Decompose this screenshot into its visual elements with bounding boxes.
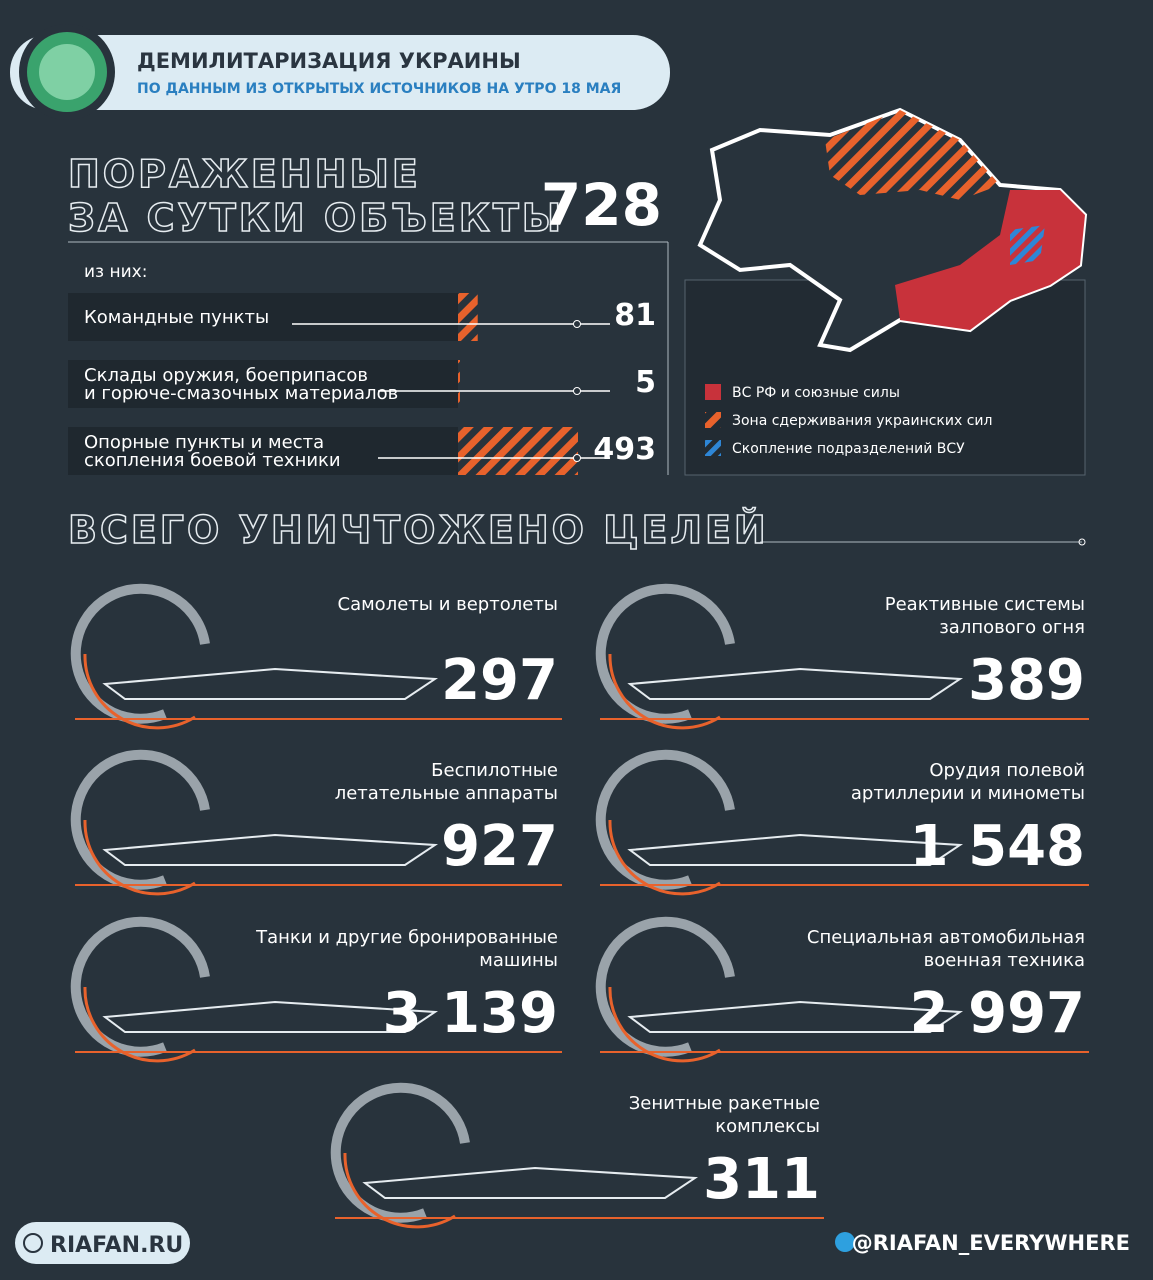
row-box xyxy=(68,427,458,475)
vehicle-silhouette xyxy=(627,667,964,700)
header-title: ДЕМИЛИТАРИЗАЦИЯ УКРАИНЫ xyxy=(137,49,521,73)
item-label: комплексы xyxy=(715,1116,820,1137)
telegram-icon xyxy=(835,1232,855,1252)
header-subtitle: ПО ДАННЫМ ИЗ ОТКРЫТЫХ ИСТОЧНИКОВ НА УТРО… xyxy=(137,81,621,97)
item-value: 311 xyxy=(703,1147,820,1212)
of-which-label: из них: xyxy=(84,262,147,282)
map-russian-zone xyxy=(895,190,1085,330)
divider-dot xyxy=(1078,538,1086,546)
leader-dot xyxy=(573,454,581,462)
legend-label: Зона сдерживания украинских сил xyxy=(732,413,992,429)
item-value: 3 139 xyxy=(383,981,558,1046)
legend-label: Скопление подразделений ВСУ xyxy=(732,441,965,457)
map xyxy=(684,107,1088,476)
hatch-bar xyxy=(458,427,578,475)
footer-pill xyxy=(15,1222,190,1264)
daily-total: 728 xyxy=(541,171,662,239)
item-label: Зенитные ракетные xyxy=(629,1093,820,1114)
item-label: артиллерии и минометы xyxy=(851,783,1085,804)
row-box xyxy=(68,293,458,341)
hatch-bar xyxy=(458,360,460,408)
leader-dot xyxy=(573,387,581,395)
item-label: Специальная автомобильная xyxy=(807,927,1085,948)
globe-icon xyxy=(23,1233,43,1253)
row-label: скопления боевой техники xyxy=(84,450,341,471)
item-value: 2 997 xyxy=(910,981,1085,1046)
row-label: Опорные пункты и места xyxy=(84,432,324,453)
row-value: 493 xyxy=(593,432,656,467)
row-value: 81 xyxy=(614,298,656,333)
row-label: Склады оружия, боеприпасов xyxy=(84,365,368,386)
item-label: машины xyxy=(479,950,558,971)
item-label: Беспилотные xyxy=(431,760,558,781)
totals-heading: ВСЕГО УНИЧТОЖЕНО ЦЕЛЕЙ xyxy=(68,508,769,552)
item-value: 297 xyxy=(441,648,558,713)
row-box xyxy=(68,360,458,408)
legend-swatch xyxy=(705,440,721,456)
item-label: летательные аппараты xyxy=(335,783,558,804)
daily-heading: ЗА СУТКИ ОБЪЕКТЫ xyxy=(68,196,564,240)
item-label: Самолеты и вертолеты xyxy=(338,594,559,615)
vehicle-silhouette xyxy=(627,1000,964,1033)
item-label: военная техника xyxy=(924,950,1085,971)
row-value: 5 xyxy=(635,365,656,400)
legend-label: ВС РФ и союзные силы xyxy=(732,385,900,401)
item-value: 1 548 xyxy=(910,814,1085,879)
vehicle-silhouette xyxy=(102,667,439,700)
footer-site: RIAFAN.RU xyxy=(50,1233,183,1258)
item-value: 389 xyxy=(968,648,1085,713)
map-containment-zone xyxy=(825,110,1000,200)
vehicle-silhouette xyxy=(102,833,439,866)
item-label: залпового огня xyxy=(939,617,1085,638)
row-label: и горюче-смазочных материалов xyxy=(84,383,398,404)
leader-dot xyxy=(573,320,581,328)
vehicle-silhouette xyxy=(102,1000,439,1033)
header-pill xyxy=(10,35,670,110)
footer-telegram: @RIAFAN_EVERYWHERE xyxy=(852,1231,1130,1255)
vehicle-silhouette xyxy=(362,1166,699,1199)
legend-swatch xyxy=(705,384,721,400)
logo-globe xyxy=(39,44,95,100)
daily-heading: ПОРАЖЕННЫЕ xyxy=(68,152,421,196)
row-label: Командные пункты xyxy=(84,307,269,328)
map-ukr-concentration xyxy=(1010,225,1045,265)
vehicle-silhouette xyxy=(627,833,964,866)
item-label: Орудия полевой xyxy=(929,760,1085,781)
item-label: Танки и другие бронированные xyxy=(255,927,558,948)
item-value: 927 xyxy=(441,814,558,879)
hatch-bar xyxy=(458,293,478,341)
legend-swatch xyxy=(705,412,721,428)
item-label: Реактивные системы xyxy=(885,594,1085,615)
